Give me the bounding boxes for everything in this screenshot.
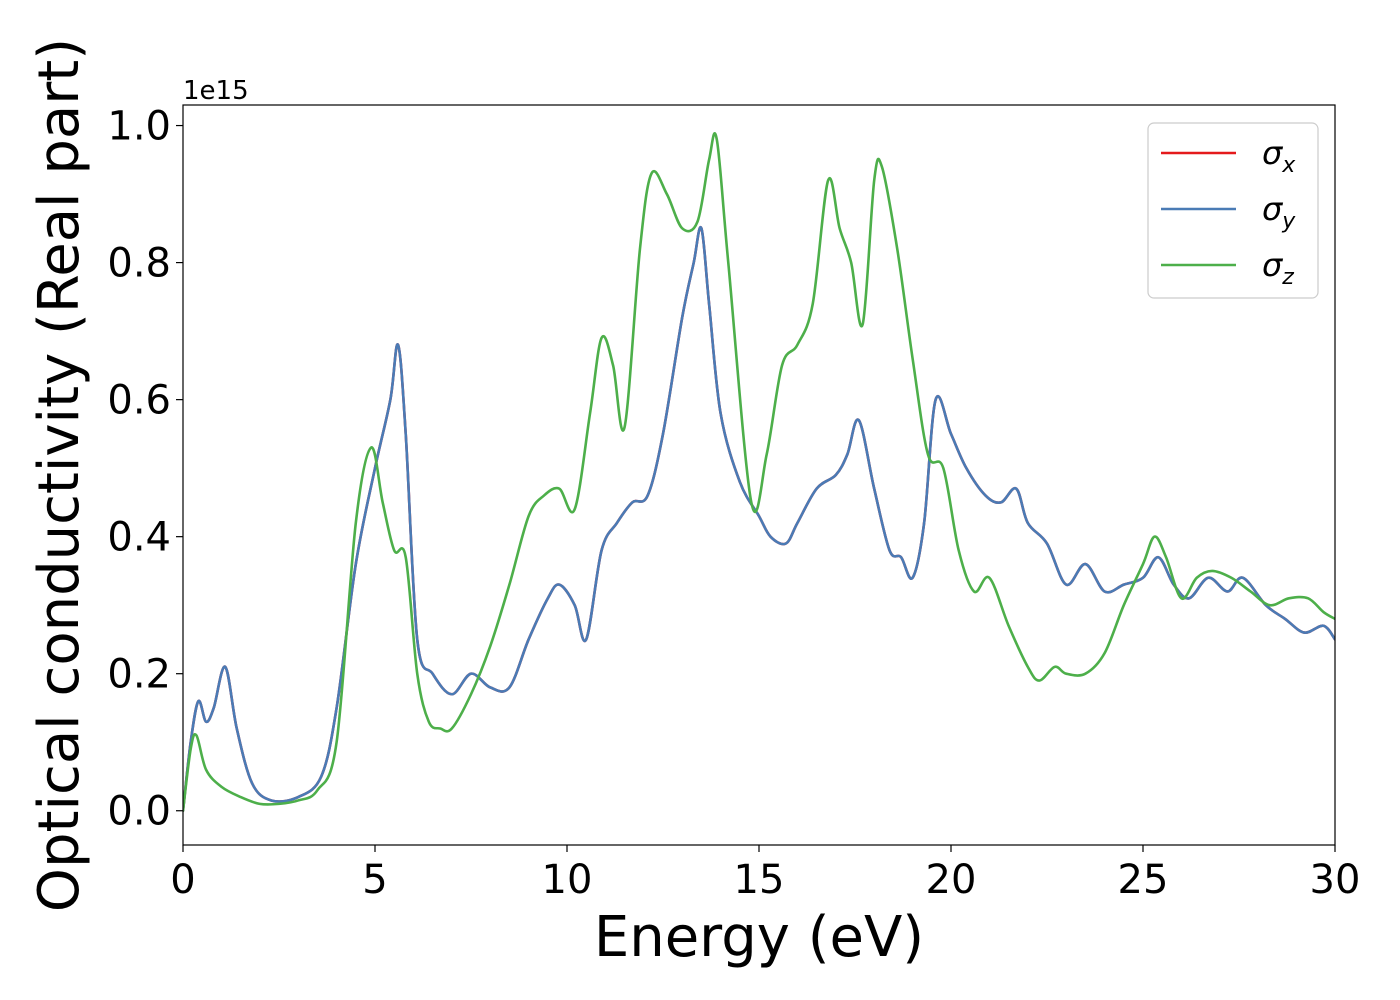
x-tick-label: 30 xyxy=(1310,857,1361,903)
legend-box xyxy=(1147,122,1319,299)
legend-label-y: σy xyxy=(1262,190,1296,234)
x-tick-label: 15 xyxy=(734,857,785,903)
y-tick-label: 0.8 xyxy=(107,241,171,287)
series-line-z xyxy=(183,132,1335,813)
x-tick-label: 25 xyxy=(1118,857,1169,903)
y-tick-label: 0.4 xyxy=(107,515,171,561)
x-axis: 0 5 10 15 20 25 30 xyxy=(170,845,1360,903)
series-line-y xyxy=(183,225,1335,813)
legend-label-x: σx xyxy=(1262,134,1296,178)
series-lines xyxy=(183,132,1335,813)
legend: σx σy σz xyxy=(1147,122,1319,299)
y-tick-label: 1.0 xyxy=(107,104,171,150)
legend-label-z: σz xyxy=(1262,246,1294,290)
x-tick-label: 20 xyxy=(926,857,977,903)
y-axis: 0.0 0.2 0.4 0.6 0.8 1.0 xyxy=(107,104,183,835)
y-offset-label: 1e15 xyxy=(183,76,249,106)
y-tick-label: 0.2 xyxy=(107,652,171,698)
x-tick-label: 5 xyxy=(362,857,387,903)
y-axis-title: Optical conductivity (Real part) xyxy=(27,38,92,912)
y-tick-label: 0.0 xyxy=(107,789,171,835)
y-tick-label: 0.6 xyxy=(107,378,171,424)
x-axis-title: Energy (eV) xyxy=(594,905,924,970)
x-tick-label: 10 xyxy=(542,857,593,903)
x-tick-label: 0 xyxy=(170,857,195,903)
